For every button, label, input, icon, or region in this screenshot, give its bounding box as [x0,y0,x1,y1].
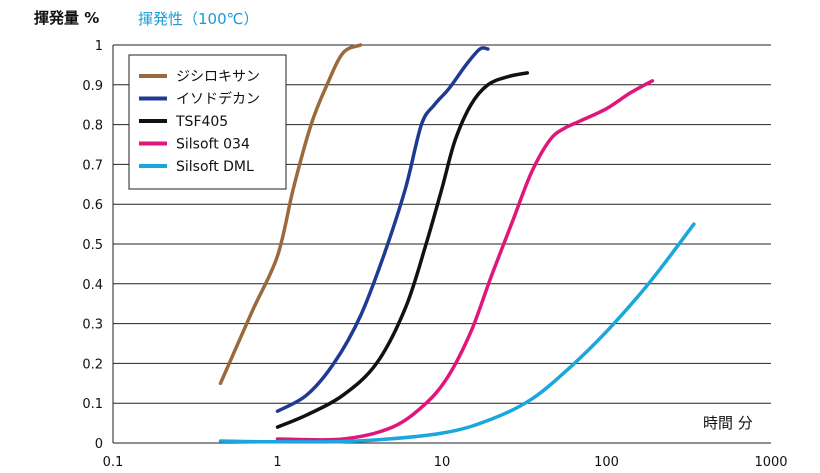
legend-label: ジシロキサン [176,69,260,85]
y-tick-label: 0 [95,437,103,452]
x-axis-label: 時間 分 [703,414,753,432]
series-line-5 [218,222,696,444]
x-tick-labels: 0.1 1 10 100 1000 [103,455,788,470]
gridlines [112,44,771,444]
series-lines [218,43,696,444]
y-tick-labels: 0 0.1 0.2 0.3 0.4 0.5 0.6 0.7 0.8 0.9 1 [82,39,103,452]
x-tick-label: 1000 [754,455,787,470]
y-axis-label: 揮発量 % [34,9,99,27]
y-tick-label: 0.3 [82,318,103,333]
legend-label: TSF405 [175,114,228,130]
x-tick-label: 0.1 [103,455,124,470]
chart-title: 揮発性（100℃） [138,10,258,28]
x-tick-label: 10 [434,455,451,470]
y-tick-label: 0.7 [82,158,103,173]
series-line-3 [275,71,530,429]
x-tick-label: 100 [594,455,619,470]
y-tick-label: 0.1 [82,397,103,412]
x-tick-label: 1 [273,455,281,470]
y-tick-label: 0.2 [82,357,103,372]
y-tick-label: 0.5 [82,238,103,253]
series-line-2 [275,46,490,413]
legend-label: イソドデカン [176,91,260,108]
legend-label: Silsoft DML [176,159,254,175]
y-tick-label: 0.6 [82,198,103,213]
series-line-4 [275,79,655,442]
y-tick-label: 0.4 [82,278,103,293]
y-tick-label: 0.8 [82,119,103,134]
y-tick-label: 0.9 [82,79,103,94]
y-tick-label: 1 [95,39,103,54]
legend-label: Silsoft 034 [176,137,250,153]
series-line-1 [218,43,363,386]
